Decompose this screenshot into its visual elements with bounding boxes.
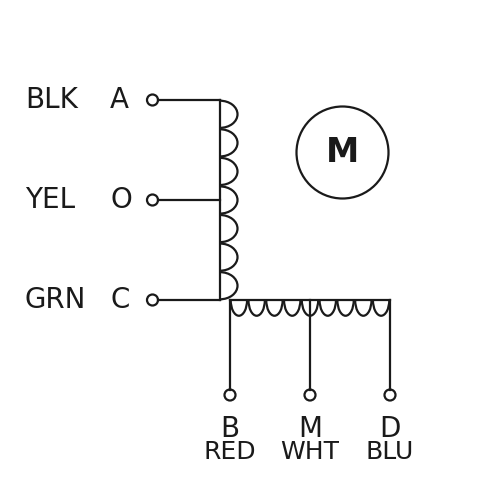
Text: A: A: [110, 86, 129, 114]
Text: O: O: [110, 186, 132, 214]
Text: C: C: [110, 286, 130, 314]
Text: B: B: [220, 415, 240, 443]
Text: GRN: GRN: [25, 286, 86, 314]
Text: D: D: [380, 415, 400, 443]
Text: RED: RED: [204, 440, 256, 464]
Text: WHT: WHT: [280, 440, 340, 464]
Text: BLU: BLU: [366, 440, 414, 464]
Text: YEL: YEL: [25, 186, 75, 214]
Text: BLK: BLK: [25, 86, 78, 114]
Text: M: M: [326, 136, 359, 169]
Text: M: M: [298, 415, 322, 443]
